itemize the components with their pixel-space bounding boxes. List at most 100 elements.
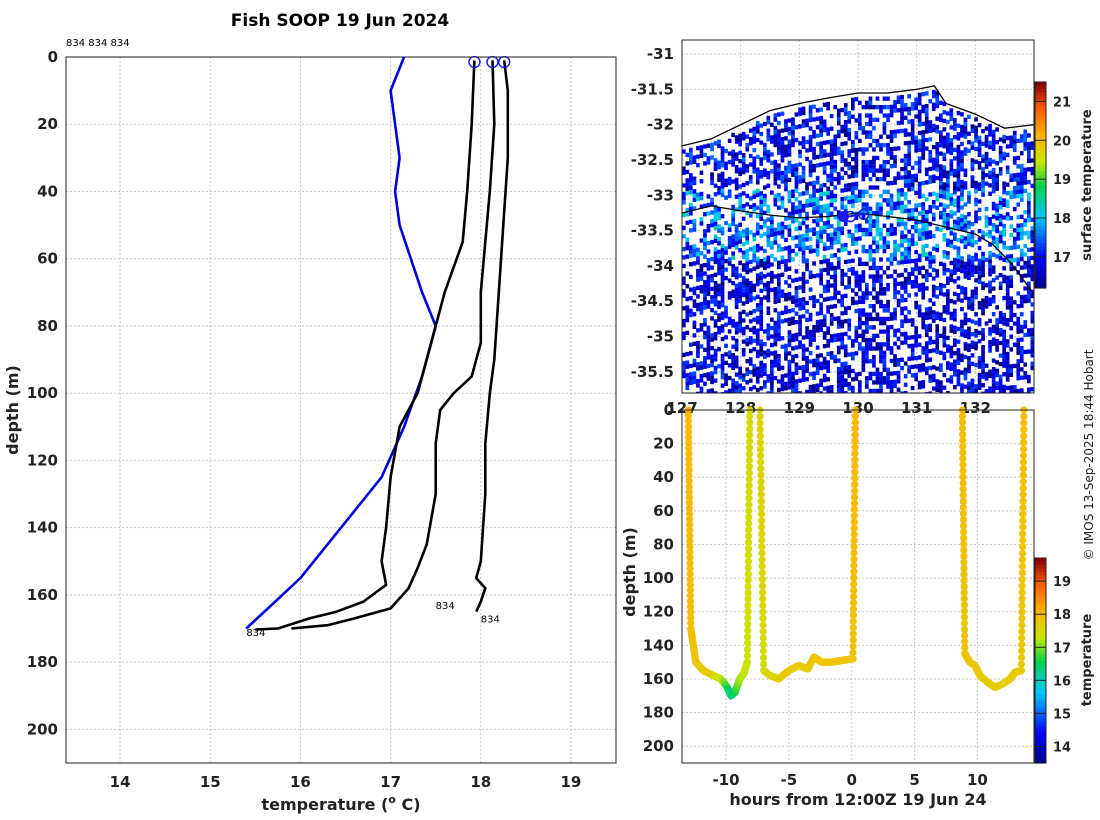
- sst-cell: [847, 119, 852, 124]
- sst-cell: [882, 113, 887, 118]
- sst-cell: [741, 208, 746, 213]
- sst-cell: [935, 226, 940, 231]
- section-point: [960, 540, 968, 548]
- sst-cell: [970, 302, 975, 307]
- sst-cell: [998, 158, 1003, 163]
- sst-cell: [713, 319, 718, 324]
- sst-cell: [967, 224, 971, 230]
- sst-cell: [977, 330, 982, 335]
- sst-cell: [991, 358, 996, 363]
- sst-cell: [696, 285, 700, 291]
- sst-cell: [882, 308, 887, 313]
- sst-cell: [791, 337, 795, 343]
- sst-cell: [787, 228, 792, 233]
- sst-cell: [787, 275, 792, 280]
- sst-cell: [998, 374, 1003, 379]
- sst-cell: [819, 128, 823, 133]
- sst-cell: [995, 381, 999, 386]
- sst-cell: [731, 255, 735, 260]
- section-scatter: [684, 406, 1028, 700]
- sst-cell: [759, 373, 764, 378]
- sst-cell: [879, 105, 883, 110]
- sst-cell: [706, 342, 711, 347]
- section-point: [850, 512, 859, 520]
- sst-cell: [826, 195, 830, 200]
- sst-cell: [689, 342, 693, 347]
- sst-cell: [847, 127, 852, 133]
- sst-cell: [917, 287, 922, 292]
- sst-cell: [717, 215, 721, 221]
- sst-cell: [731, 132, 735, 138]
- sst-cell: [727, 320, 732, 326]
- sst-cell: [893, 129, 897, 134]
- sst-cell: [777, 248, 781, 253]
- sst-cell: [928, 327, 933, 333]
- sst-cell: [1027, 256, 1031, 261]
- sst-cell: [805, 139, 809, 145]
- section-point: [685, 488, 693, 496]
- sst-cell: [741, 275, 746, 281]
- sst-cell: [995, 275, 999, 280]
- sst-cell: [900, 332, 904, 337]
- sst-cell: [780, 141, 785, 146]
- section-point: [757, 478, 765, 486]
- sst-cell: [682, 191, 686, 197]
- sst-cell: [822, 242, 827, 247]
- sst-cell: [970, 238, 975, 244]
- sst-cell: [914, 355, 918, 361]
- sst-cell: [808, 245, 813, 250]
- sst-cell: [717, 317, 721, 322]
- sst-cell: [991, 341, 996, 346]
- sst-cell: [939, 333, 943, 338]
- sst-cell: [956, 373, 961, 378]
- sst-cell: [699, 238, 704, 243]
- sst-cell: [956, 221, 961, 226]
- sst-cell: [734, 232, 739, 237]
- sst-cell: [731, 357, 735, 362]
- sst-cell: [879, 299, 883, 305]
- sst-cell: [946, 119, 950, 125]
- sst-cell: [917, 109, 922, 114]
- sst-cell: [875, 138, 880, 144]
- sst-cell: [981, 234, 985, 240]
- sst-cell: [759, 271, 764, 276]
- sst-cell: [787, 330, 792, 335]
- sst-cell: [787, 139, 792, 144]
- sst-cell: [956, 174, 961, 179]
- section-point: [851, 456, 859, 464]
- sst-cell: [1016, 172, 1021, 177]
- sst-cell: [808, 372, 813, 377]
- sst-cell: [1016, 337, 1021, 343]
- sst-cell: [755, 375, 760, 380]
- section-point: [759, 614, 767, 623]
- sst-cell: [787, 385, 792, 390]
- sst-cell: [858, 113, 862, 118]
- sst-cell: [794, 163, 799, 168]
- section-point: [685, 493, 693, 501]
- sst-cell: [974, 341, 978, 346]
- sst-cell: [960, 239, 964, 244]
- sst-cell: [784, 144, 788, 149]
- sst-cell: [886, 96, 890, 101]
- sst-cell: [717, 173, 721, 178]
- sst-cell: [689, 376, 693, 381]
- sst-cell: [752, 232, 757, 237]
- sst-cell: [819, 120, 823, 125]
- sst-cell: [949, 328, 954, 333]
- sst-cell: [970, 243, 975, 248]
- sst-cell: [875, 299, 880, 305]
- sst-cell: [1019, 248, 1024, 253]
- sst-cell: [1012, 185, 1017, 191]
- sst-cell: [917, 385, 922, 390]
- sst-cell: [858, 333, 862, 338]
- sst-cell: [939, 134, 943, 139]
- sst-cell: [773, 142, 778, 148]
- sst-cell: [886, 240, 890, 245]
- sst-cell: [829, 236, 834, 242]
- sst-cell: [706, 194, 711, 199]
- sst-cell: [699, 251, 704, 256]
- sst-cell: [931, 310, 936, 315]
- sst-cell: [981, 167, 985, 172]
- section-point: [744, 557, 753, 565]
- sst-cell: [1030, 319, 1034, 324]
